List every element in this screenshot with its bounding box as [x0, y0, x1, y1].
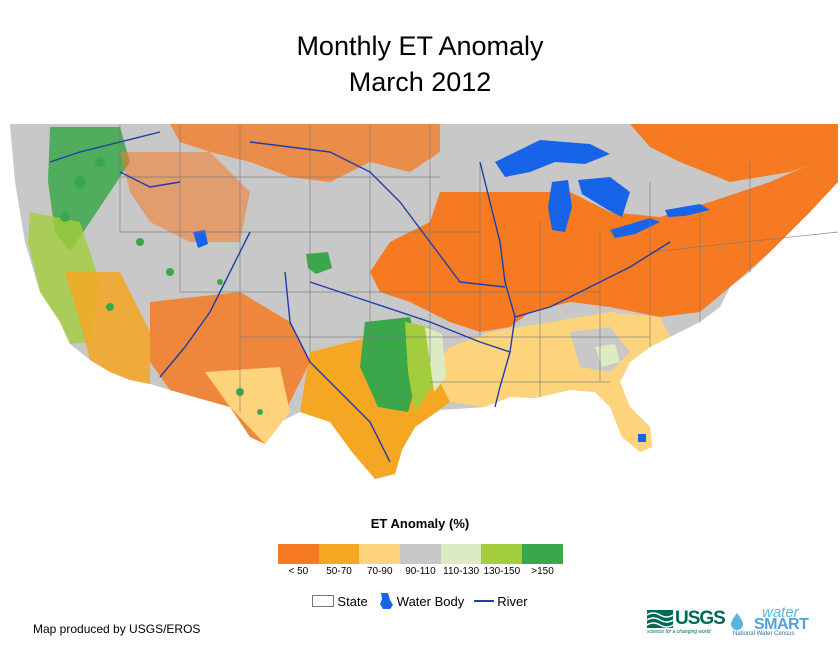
legend-swatch-3 [359, 544, 401, 564]
usgs-tagline: science for a changing world [647, 629, 711, 635]
legend-scale-labels: < 50 50-70 70-90 90-110 110-130 130-150 … [278, 566, 563, 580]
southwest-mild-deficit [205, 367, 290, 444]
layer-river: River [474, 593, 528, 609]
legend-swatch-6 [481, 544, 523, 564]
missouri-river [249, 141, 506, 288]
great-lakes [495, 140, 710, 238]
layer-river-label: River [497, 593, 528, 609]
mississippi-river [479, 161, 516, 408]
usgs-wave-icon [647, 610, 673, 628]
watersmart-smart-text: SMART [754, 616, 809, 633]
ohio-river [514, 241, 671, 318]
legend-swatch-7 [522, 544, 563, 564]
map-credit: Map produced by USGS/EROS [33, 622, 201, 636]
great-salt-lake [193, 230, 208, 248]
lake-erie [610, 218, 660, 238]
usgs-wordmark: USGS [675, 608, 726, 629]
snake-river [119, 171, 181, 188]
layer-water-body-label: Water Body [396, 593, 465, 609]
legend-label-5: 110-130 [443, 566, 480, 577]
layer-state: State [312, 593, 368, 609]
legend-label-4: 90-110 [405, 566, 436, 577]
title-line-1: Monthly ET Anomaly [296, 31, 544, 61]
map-title: Monthly ET Anomaly March 2012 [0, 28, 840, 100]
usgs-logo: USGS [647, 608, 726, 630]
water-drop-icon [379, 593, 393, 609]
layer-state-label: State [337, 593, 368, 609]
watersmart-drop-icon [731, 613, 743, 630]
title-line-2: March 2012 [348, 67, 492, 97]
state-box-icon [312, 595, 335, 607]
midwest-deficit-zone [370, 152, 838, 332]
arkansas-river [309, 281, 511, 353]
legend-swatch-4 [400, 544, 441, 564]
lake-ontario [665, 204, 710, 217]
lake-michigan [548, 180, 572, 232]
lake-huron [578, 177, 630, 217]
watersmart-census-text: National Water Census [733, 631, 795, 637]
colorado-wet-patch [306, 252, 332, 274]
legend-label-3: 70-90 [366, 566, 393, 577]
southeast-wet-patch [595, 344, 620, 367]
legend-swatch-1 [278, 544, 319, 564]
river-line-icon [474, 600, 495, 602]
northern-plains-deficit [170, 124, 440, 182]
northeast-deficit-zone [630, 124, 838, 182]
legend-label-1: < 50 [288, 566, 309, 577]
layer-water-body: Water Body [378, 592, 464, 610]
lake-superior [495, 140, 610, 177]
legend-label-6: 130-150 [483, 566, 521, 577]
rio-grande [284, 271, 391, 463]
legend-label-2: 50-70 [326, 566, 352, 577]
et-anomaly-map [10, 124, 839, 479]
columbia-river [49, 131, 161, 163]
colorado-river [159, 231, 251, 378]
legend-label-7: >150 [531, 566, 554, 577]
lake-okeechobee [638, 434, 646, 442]
rivers [49, 131, 671, 463]
western-wet-speckles [60, 157, 263, 415]
watersmart-water-text: water [762, 604, 799, 621]
legend-swatch-2 [318, 544, 360, 564]
legend-color-scale [278, 544, 563, 564]
state-borders [119, 124, 839, 412]
map-layer-legend: State Water Body River [0, 592, 840, 610]
interior-west-deficit [120, 152, 250, 242]
legend-swatch-5 [440, 544, 482, 564]
california-deficit [65, 272, 150, 384]
legend-title: ET Anomaly (%) [370, 516, 470, 531]
